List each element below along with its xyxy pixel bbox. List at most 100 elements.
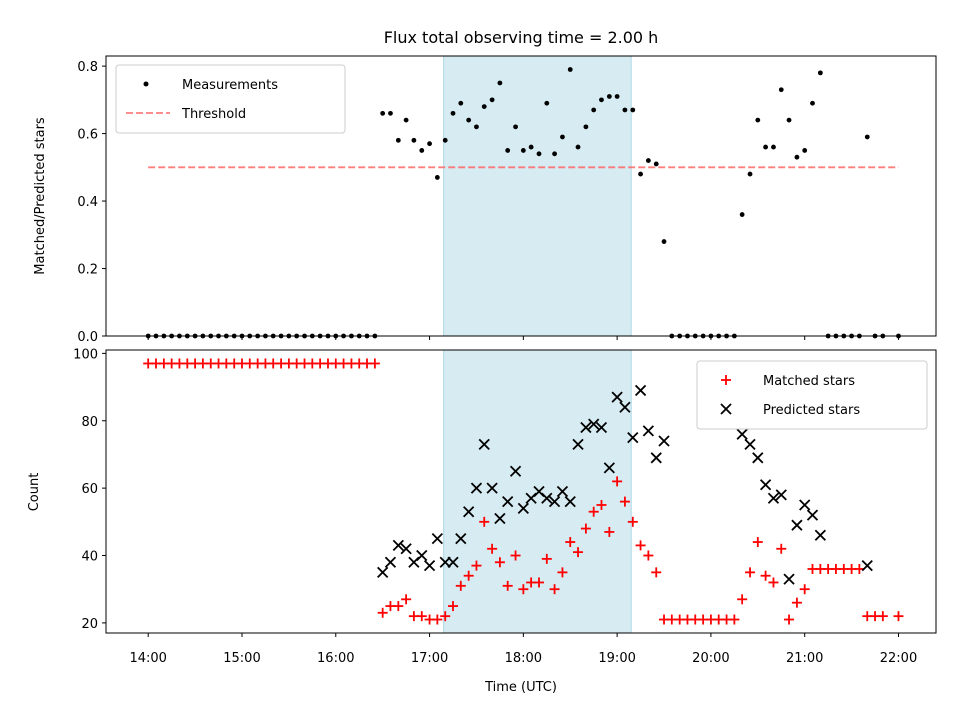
matched-star-point	[541, 553, 552, 564]
predicted-star-point	[775, 489, 787, 501]
matched-star-point	[494, 557, 505, 568]
matched-star-point	[588, 506, 599, 517]
matched-star-point	[393, 601, 404, 612]
measurement-point	[419, 148, 425, 153]
predicted-star-point	[603, 462, 615, 474]
predicted-star-point	[384, 556, 397, 568]
bottom-y-ticks: 20 40 60 80 100	[73, 347, 106, 632]
measurement-point	[388, 110, 393, 116]
matched-star-point	[791, 597, 802, 608]
measurement-point	[653, 161, 659, 167]
measurement-point	[778, 87, 784, 93]
predicted-star-point	[767, 492, 780, 504]
measurement-point	[466, 117, 472, 123]
measurement-point	[505, 148, 511, 153]
predicted-star-point	[431, 533, 443, 545]
predicted-star-point	[447, 556, 459, 568]
predicted-star-point	[595, 421, 608, 434]
measurement-point	[536, 151, 542, 157]
matched-star-point	[752, 537, 763, 548]
measurement-point	[575, 144, 581, 150]
measurement-point	[802, 148, 808, 153]
matched-star-point	[463, 570, 474, 581]
measurement-point	[442, 137, 448, 143]
top-panel: 0.00.20.40.60.8 Matched/Predicted stars …	[33, 55, 937, 345]
matched-star-point	[416, 611, 427, 622]
matched-star-point	[604, 526, 615, 537]
measurement-point	[403, 117, 409, 123]
predicted-star-point	[494, 512, 506, 525]
legend-matched-marker	[721, 375, 731, 385]
predicted-star-point	[556, 485, 569, 498]
x-tick-label: 20:00	[692, 651, 729, 666]
x-tick-label: 16:00	[317, 651, 354, 666]
predicted-star-point	[736, 428, 748, 440]
matched-star-point	[534, 577, 545, 588]
matched-star-point	[619, 496, 630, 507]
legend-predicted-label: Predicted stars	[763, 403, 860, 418]
matched-star-point	[557, 567, 568, 578]
top-y-tick-label: 0.6	[77, 128, 98, 143]
predicted-star-point	[470, 482, 483, 494]
predicted-star-point	[861, 559, 873, 572]
predicted-star-point	[806, 509, 819, 521]
measurement-point	[763, 144, 768, 150]
predicted-star-point	[517, 502, 529, 514]
measurement-point	[864, 134, 870, 140]
matched-star-point	[565, 537, 576, 548]
matched-star-point	[612, 476, 623, 487]
matched-star-point	[776, 543, 787, 554]
measurement-point	[427, 141, 432, 147]
bottom-x-ticks: 14:00 15:00 16:00 17:00 18:00 19:00 20:00 21:00…	[129, 633, 917, 666]
predicted-star-point	[572, 438, 584, 450]
predicted-stars-series	[377, 384, 873, 585]
measurement-point	[513, 124, 518, 130]
matched-star-point	[893, 611, 904, 622]
predicted-star-point	[744, 438, 756, 450]
measurement-point	[786, 117, 792, 123]
predicted-star-point	[486, 482, 498, 494]
measurement-point	[645, 158, 651, 163]
measurement-point	[599, 97, 604, 103]
bottom-axes-frame	[105, 349, 937, 634]
predicted-star-point	[377, 566, 389, 578]
bottom-legend-box	[696, 360, 928, 430]
predicted-star-point	[392, 539, 404, 552]
predicted-star-point	[580, 421, 592, 434]
bottom-y-tick-label: 40	[81, 550, 98, 565]
measurement-point	[380, 110, 386, 116]
matched-star-point	[455, 580, 466, 591]
measurement-point	[630, 107, 636, 113]
measurement-point	[638, 171, 643, 177]
matched-star-point	[510, 550, 521, 561]
matched-star-point	[479, 516, 490, 527]
predicted-star-point	[814, 529, 826, 541]
matched-star-point	[651, 567, 662, 578]
predicted-star-point	[400, 543, 412, 555]
top-y-tick-label: 0.4	[77, 195, 98, 210]
measurement-point	[817, 70, 823, 76]
top-axes-frame	[105, 55, 937, 337]
matched-star-point	[377, 607, 388, 618]
measurement-point	[560, 134, 565, 140]
matched-star-point	[596, 499, 607, 510]
measurement-point	[794, 154, 800, 160]
predicted-star-point	[752, 452, 764, 464]
predicted-star-point	[564, 495, 576, 508]
predicted-star-point	[642, 425, 654, 437]
chart-title: Flux total observing time = 2.00 h	[384, 28, 659, 47]
x-tick-label: 18:00	[505, 651, 542, 666]
bottom-y-axis-label: Count	[27, 473, 42, 512]
measurement-point	[591, 107, 597, 113]
predicted-star-point	[799, 499, 811, 511]
matched-star-point	[784, 614, 795, 625]
predicted-star-point	[502, 495, 514, 508]
measurement-point	[481, 104, 487, 110]
measurement-point	[528, 144, 534, 150]
measurement-point	[755, 117, 761, 123]
x-axis-label: Time (UTC)	[484, 680, 557, 695]
top-y-ticks: 0.0 0.2 0.4 0.6 0.8	[77, 60, 106, 345]
matched-star-point	[549, 584, 560, 595]
measurement-point	[450, 110, 456, 116]
matched-star-point	[877, 611, 888, 622]
